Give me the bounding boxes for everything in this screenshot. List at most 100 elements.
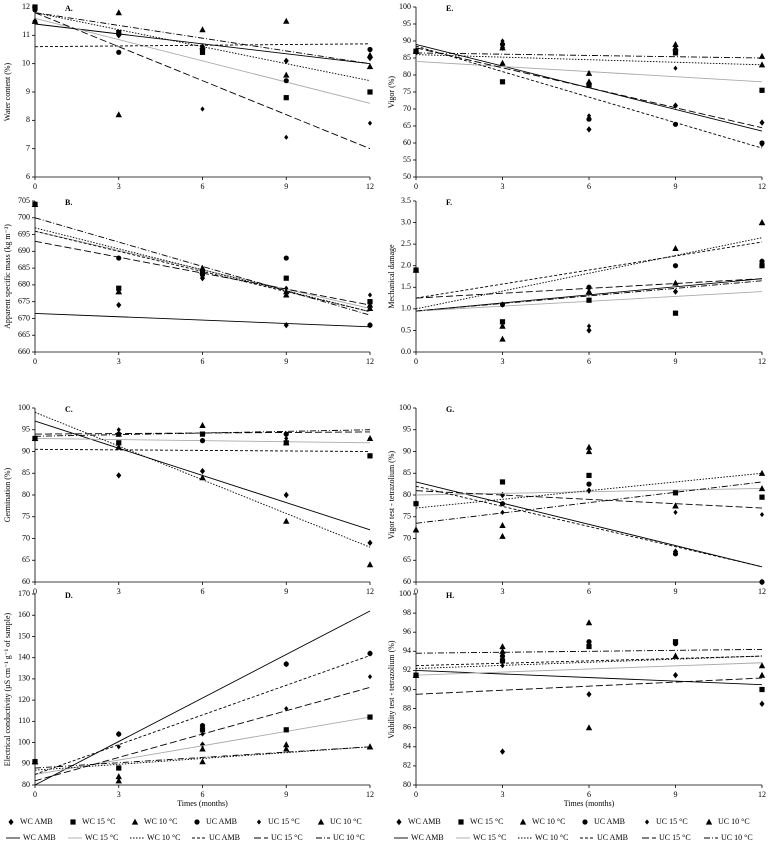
trend-line bbox=[34, 12, 371, 65]
x-tick-label: 3 bbox=[501, 790, 505, 799]
trend-line bbox=[415, 669, 763, 686]
marker-triangle bbox=[758, 61, 766, 68]
y-tick-label: 85 bbox=[403, 53, 411, 62]
marker-triangle bbox=[31, 435, 39, 442]
marker-triangle bbox=[366, 743, 374, 750]
marker-triangle bbox=[283, 439, 290, 446]
legend-label: WC 15 °C bbox=[473, 833, 506, 842]
marker-diamond bbox=[586, 323, 592, 329]
marker-triangle bbox=[585, 69, 593, 76]
marker-triangle bbox=[131, 818, 139, 825]
marker-triangle bbox=[758, 662, 766, 669]
y-tick-label: 90 bbox=[403, 446, 411, 455]
x-tick-label: 3 bbox=[501, 587, 505, 596]
marker-triangle bbox=[199, 268, 206, 275]
legend-label: WC AMB bbox=[408, 817, 441, 826]
trend-line bbox=[34, 312, 371, 328]
y-tick-label: 690 bbox=[18, 246, 30, 255]
marker-square bbox=[759, 87, 765, 93]
marker-diamond bbox=[116, 744, 121, 750]
marker-circle bbox=[367, 322, 373, 328]
marker-triangle bbox=[31, 758, 39, 765]
x-tick-label: 3 bbox=[117, 587, 121, 596]
marker-square bbox=[499, 658, 506, 664]
legend-label: UC AMB bbox=[206, 817, 237, 826]
marker-square bbox=[116, 29, 122, 36]
marker-triangle bbox=[519, 818, 527, 825]
trend-line bbox=[34, 746, 371, 769]
marker-diamond bbox=[673, 289, 678, 295]
marker-diamond bbox=[396, 818, 402, 826]
trend-line bbox=[415, 648, 763, 654]
y-tick-label: 50 bbox=[403, 172, 411, 181]
marker-square bbox=[199, 49, 206, 55]
marker-diamond bbox=[199, 467, 206, 475]
marker-triangle bbox=[115, 430, 122, 437]
marker-square bbox=[283, 275, 289, 281]
marker-triangle bbox=[412, 266, 420, 273]
x-tick-label: 3 bbox=[117, 182, 121, 191]
x-tick-label: 12 bbox=[366, 587, 374, 596]
marker-triangle bbox=[115, 443, 122, 450]
y-tick-label: 7 bbox=[26, 143, 30, 152]
y-tick-label: 65 bbox=[22, 555, 30, 564]
marker-diamond bbox=[199, 741, 206, 748]
marker-triangle bbox=[199, 422, 206, 428]
y-tick-label: 75 bbox=[403, 87, 411, 96]
marker-triangle bbox=[115, 777, 122, 784]
x-tick-label: 6 bbox=[587, 790, 591, 799]
marker-triangle bbox=[672, 502, 679, 509]
marker-circle bbox=[116, 49, 122, 55]
trend-line bbox=[415, 655, 763, 669]
trend-line bbox=[415, 481, 763, 568]
marker-triangle bbox=[758, 485, 766, 492]
marker-triangle bbox=[115, 111, 122, 118]
x-tick-label: 6 bbox=[587, 587, 591, 596]
y-tick-label: 0.5 bbox=[401, 325, 411, 334]
marker-circle bbox=[672, 121, 679, 127]
marker-circle bbox=[759, 686, 765, 693]
marker-triangle bbox=[758, 671, 766, 678]
y-tick-label: 660 bbox=[18, 347, 30, 356]
trend-line bbox=[34, 12, 371, 150]
y-tick-label: 95 bbox=[403, 19, 411, 28]
marker-triangle bbox=[115, 773, 122, 780]
marker-square bbox=[586, 82, 592, 88]
marker-square bbox=[367, 714, 373, 720]
x-tick-label: 12 bbox=[366, 357, 374, 366]
legend-label: UC 15 °C bbox=[271, 833, 303, 842]
y-tick-label: 75 bbox=[22, 512, 30, 521]
trend-line bbox=[415, 677, 763, 695]
x-tick-label: 0 bbox=[414, 357, 418, 366]
x-tick-label: 3 bbox=[501, 182, 505, 191]
y-tick-label: 90 bbox=[22, 446, 30, 455]
marker-diamond bbox=[586, 126, 592, 133]
marker-diamond bbox=[200, 106, 205, 112]
legend-label: WC 15 °C bbox=[82, 817, 115, 826]
marker-square bbox=[70, 819, 76, 825]
marker-circle bbox=[499, 501, 506, 507]
marker-circle bbox=[586, 481, 592, 487]
trend-line bbox=[34, 217, 371, 316]
marker-diamond bbox=[32, 7, 38, 13]
marker-triangle bbox=[758, 469, 766, 476]
trend-line bbox=[415, 662, 763, 676]
marker-triangle bbox=[199, 758, 206, 765]
marker-diamond bbox=[759, 511, 765, 518]
y-tick-label: 85 bbox=[403, 468, 411, 477]
marker-diamond bbox=[256, 819, 262, 825]
x-tick-label: 0 bbox=[33, 587, 37, 596]
trend-line bbox=[415, 485, 763, 568]
marker-diamond bbox=[283, 321, 289, 329]
trend-line bbox=[34, 227, 371, 313]
x-tick-label: 9 bbox=[674, 357, 678, 366]
y-tick-label: 60 bbox=[403, 138, 411, 147]
y-tick-label: 60 bbox=[22, 577, 30, 586]
marker-diamond bbox=[116, 427, 121, 433]
y-tick-label: 3.5 bbox=[401, 196, 411, 205]
marker-triangle bbox=[283, 291, 290, 298]
y-tick-label: 3.0 bbox=[401, 217, 411, 226]
marker-triangle bbox=[585, 288, 593, 295]
marker-circle bbox=[199, 438, 206, 444]
marker-diamond bbox=[673, 509, 678, 515]
